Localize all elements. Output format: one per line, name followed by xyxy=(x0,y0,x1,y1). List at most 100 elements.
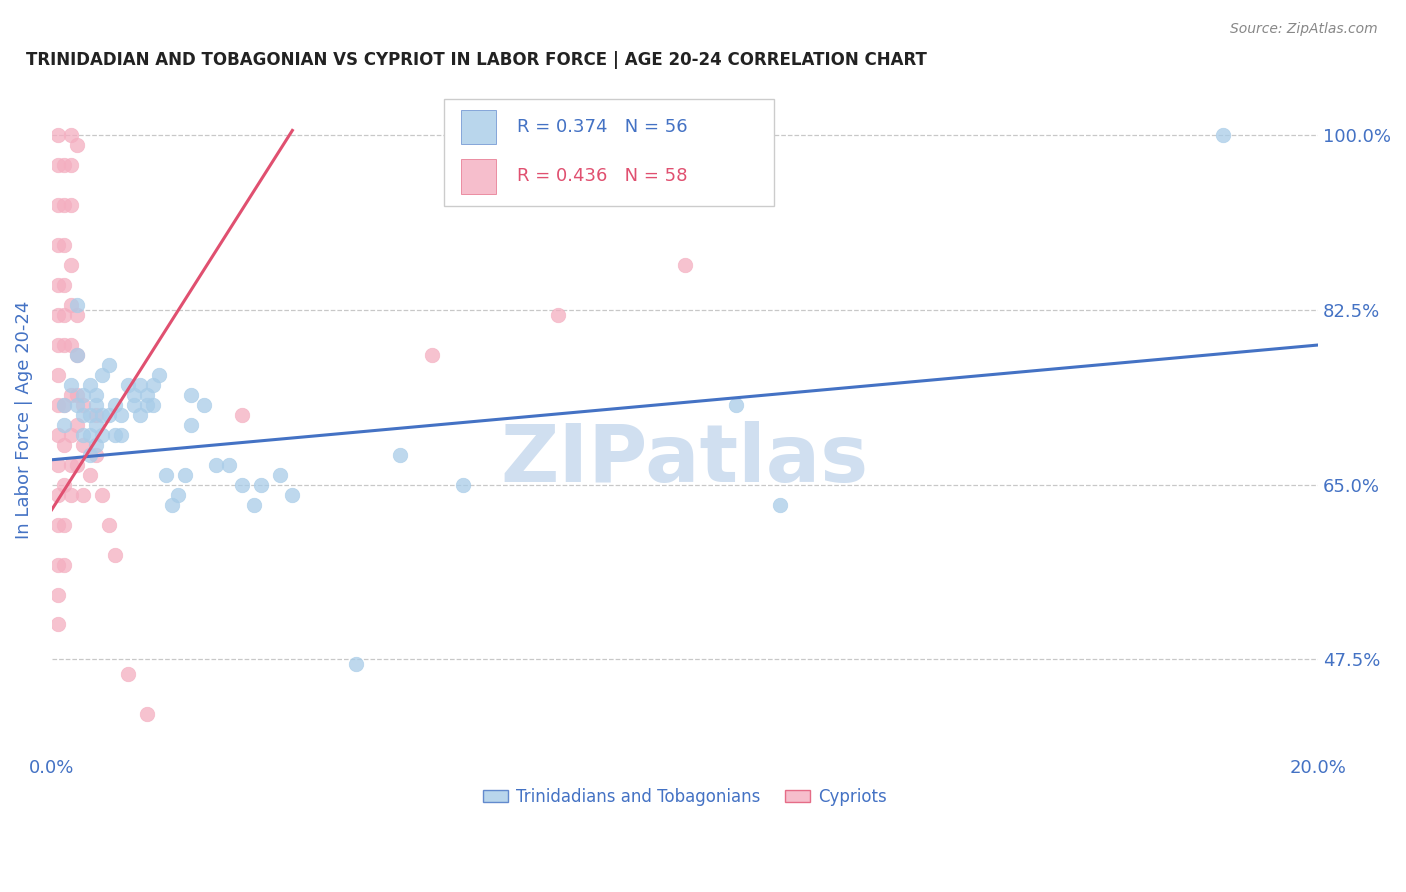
Cypriots xyxy=(231,408,253,422)
Cypriots xyxy=(46,238,69,252)
Cypriots xyxy=(46,278,69,293)
Cypriots xyxy=(46,338,69,352)
Trinidadians and Tobagonians xyxy=(97,358,120,372)
Trinidadians and Tobagonians xyxy=(79,448,101,462)
Trinidadians and Tobagonians xyxy=(122,388,145,402)
Trinidadians and Tobagonians xyxy=(173,467,195,482)
Cypriots xyxy=(673,258,696,272)
Trinidadians and Tobagonians xyxy=(97,408,120,422)
Trinidadians and Tobagonians xyxy=(104,427,127,442)
Trinidadians and Tobagonians xyxy=(135,388,157,402)
FancyBboxPatch shape xyxy=(461,110,496,145)
Cypriots xyxy=(46,588,69,602)
Cypriots xyxy=(53,308,76,322)
Cypriots xyxy=(97,517,120,532)
Trinidadians and Tobagonians xyxy=(142,378,165,392)
Trinidadians and Tobagonians xyxy=(155,467,177,482)
Cypriots xyxy=(117,667,139,681)
Text: TRINIDADIAN AND TOBAGONIAN VS CYPRIOT IN LABOR FORCE | AGE 20-24 CORRELATION CHA: TRINIDADIAN AND TOBAGONIAN VS CYPRIOT IN… xyxy=(27,51,928,69)
Cypriots xyxy=(53,338,76,352)
Cypriots xyxy=(46,158,69,172)
Cypriots xyxy=(79,467,101,482)
Cypriots xyxy=(46,558,69,572)
Cypriots xyxy=(53,477,76,491)
Cypriots xyxy=(72,488,94,502)
Trinidadians and Tobagonians xyxy=(769,498,792,512)
Cypriots xyxy=(66,388,89,402)
Text: R = 0.436   N = 58: R = 0.436 N = 58 xyxy=(516,168,688,186)
Trinidadians and Tobagonians xyxy=(243,498,266,512)
Cypriots xyxy=(59,388,82,402)
Trinidadians and Tobagonians xyxy=(129,378,152,392)
Trinidadians and Tobagonians xyxy=(160,498,183,512)
Trinidadians and Tobagonians xyxy=(180,388,202,402)
Trinidadians and Tobagonians xyxy=(110,408,132,422)
Trinidadians and Tobagonians xyxy=(142,398,165,412)
Trinidadians and Tobagonians xyxy=(79,378,101,392)
Legend: Trinidadians and Tobagonians, Cypriots: Trinidadians and Tobagonians, Cypriots xyxy=(475,781,894,813)
Trinidadians and Tobagonians xyxy=(84,398,107,412)
Trinidadians and Tobagonians xyxy=(269,467,291,482)
Trinidadians and Tobagonians xyxy=(724,398,747,412)
Trinidadians and Tobagonians xyxy=(79,427,101,442)
Trinidadians and Tobagonians xyxy=(72,427,94,442)
Cypriots xyxy=(420,348,443,362)
Cypriots xyxy=(46,488,69,502)
Cypriots xyxy=(59,298,82,312)
Trinidadians and Tobagonians xyxy=(167,488,190,502)
Trinidadians and Tobagonians xyxy=(66,348,89,362)
Cypriots xyxy=(59,427,82,442)
Trinidadians and Tobagonians xyxy=(84,417,107,432)
Trinidadians and Tobagonians xyxy=(91,368,114,382)
Y-axis label: In Labor Force | Age 20-24: In Labor Force | Age 20-24 xyxy=(15,301,32,539)
Cypriots xyxy=(135,707,157,722)
FancyBboxPatch shape xyxy=(461,159,496,194)
Trinidadians and Tobagonians xyxy=(72,408,94,422)
FancyBboxPatch shape xyxy=(444,99,773,206)
Cypriots xyxy=(59,458,82,472)
Cypriots xyxy=(53,517,76,532)
Cypriots xyxy=(547,308,569,322)
Trinidadians and Tobagonians xyxy=(104,398,127,412)
Cypriots xyxy=(46,308,69,322)
Cypriots xyxy=(59,128,82,143)
Trinidadians and Tobagonians xyxy=(180,417,202,432)
Cypriots xyxy=(46,198,69,212)
Cypriots xyxy=(72,438,94,452)
Trinidadians and Tobagonians xyxy=(91,408,114,422)
Cypriots xyxy=(46,427,69,442)
Trinidadians and Tobagonians xyxy=(91,427,114,442)
Trinidadians and Tobagonians xyxy=(193,398,215,412)
Cypriots xyxy=(59,198,82,212)
Cypriots xyxy=(84,408,107,422)
Cypriots xyxy=(59,158,82,172)
Cypriots xyxy=(46,398,69,412)
Cypriots xyxy=(59,488,82,502)
Trinidadians and Tobagonians xyxy=(79,408,101,422)
Cypriots xyxy=(46,617,69,632)
Trinidadians and Tobagonians xyxy=(59,378,82,392)
Cypriots xyxy=(84,448,107,462)
Cypriots xyxy=(66,417,89,432)
Trinidadians and Tobagonians xyxy=(122,398,145,412)
Trinidadians and Tobagonians xyxy=(205,458,228,472)
Cypriots xyxy=(53,278,76,293)
Trinidadians and Tobagonians xyxy=(66,398,89,412)
Trinidadians and Tobagonians xyxy=(231,477,253,491)
Cypriots xyxy=(66,308,89,322)
Trinidadians and Tobagonians xyxy=(66,298,89,312)
Cypriots xyxy=(66,458,89,472)
Cypriots xyxy=(53,198,76,212)
Trinidadians and Tobagonians xyxy=(72,388,94,402)
Cypriots xyxy=(66,348,89,362)
Text: R = 0.374   N = 56: R = 0.374 N = 56 xyxy=(516,118,688,136)
Trinidadians and Tobagonians xyxy=(53,417,76,432)
Trinidadians and Tobagonians xyxy=(135,398,157,412)
Cypriots xyxy=(46,517,69,532)
Text: Source: ZipAtlas.com: Source: ZipAtlas.com xyxy=(1230,22,1378,37)
Cypriots xyxy=(46,368,69,382)
Cypriots xyxy=(53,438,76,452)
Trinidadians and Tobagonians xyxy=(453,477,475,491)
Trinidadians and Tobagonians xyxy=(110,427,132,442)
Trinidadians and Tobagonians xyxy=(84,438,107,452)
